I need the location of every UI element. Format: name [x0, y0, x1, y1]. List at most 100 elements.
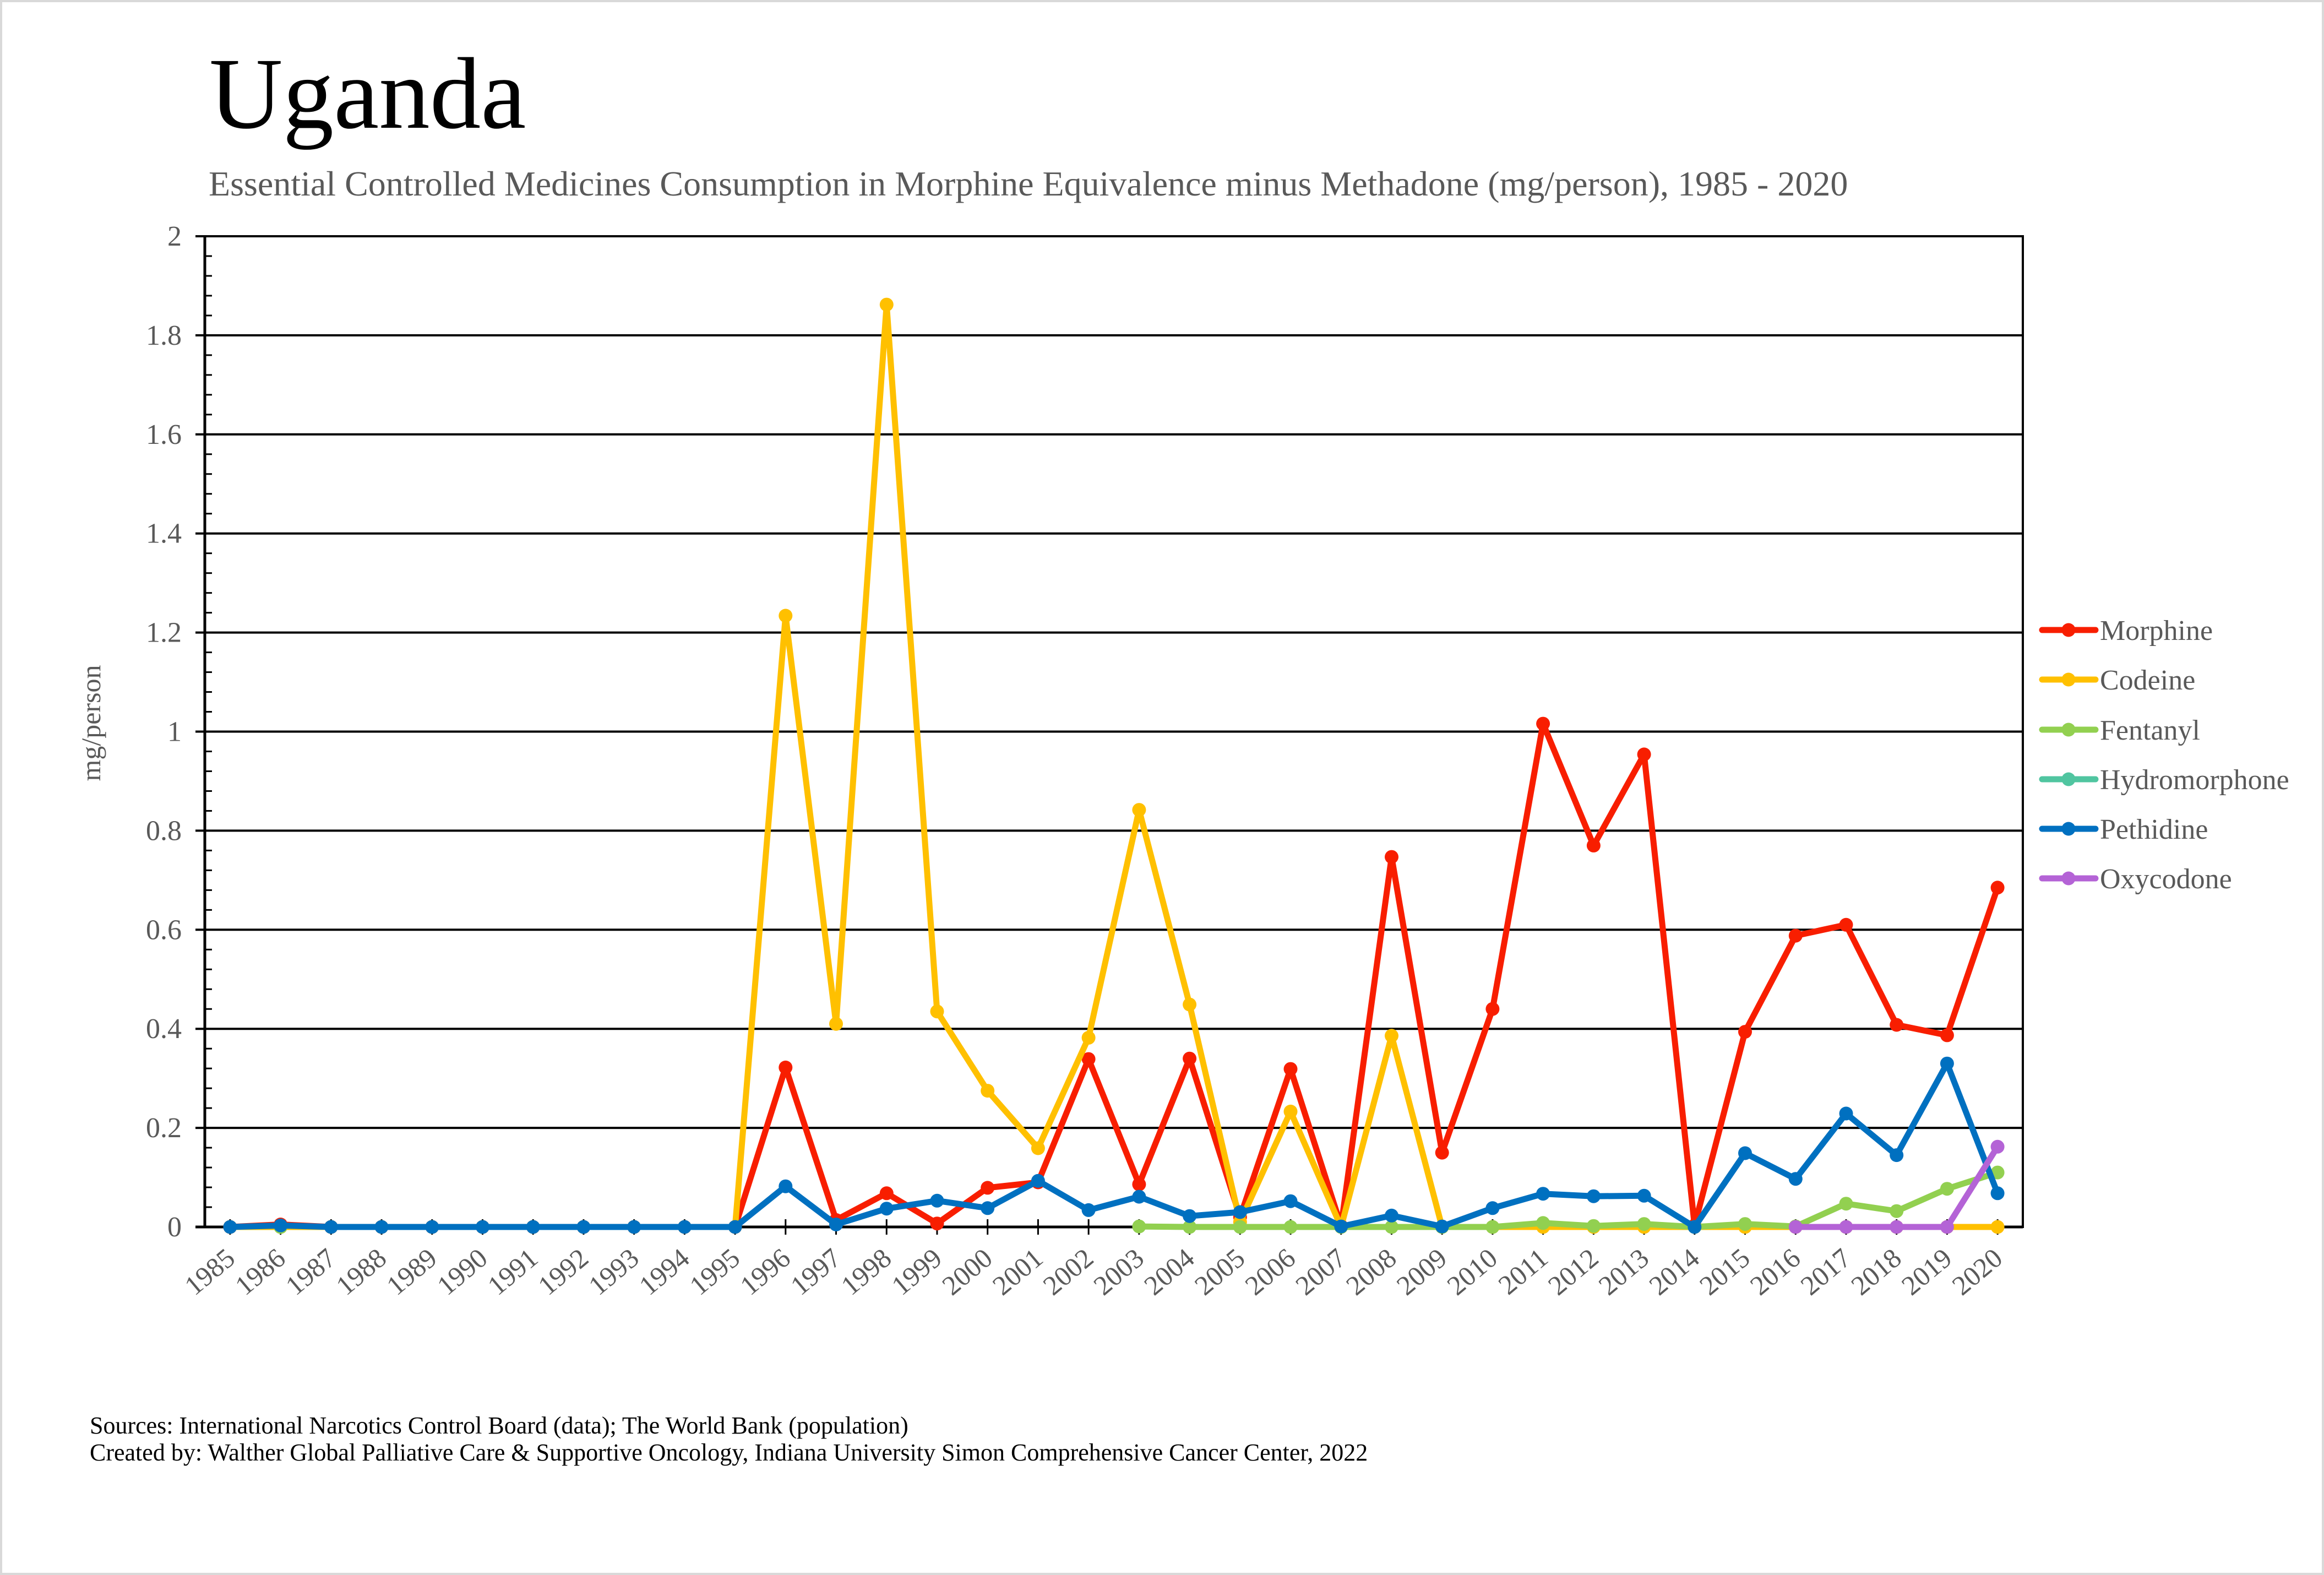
data-point-morphine-2002: [1081, 1052, 1096, 1066]
data-point-pethidine-2013: [1637, 1188, 1651, 1203]
x-tick-label: 1995: [684, 1242, 746, 1301]
y-tick-label: 1.2: [146, 617, 182, 649]
data-point-morphine-2018: [1890, 1018, 1904, 1032]
data-point-morphine-2011: [1536, 716, 1550, 731]
y-tick-label: 0.2: [146, 1112, 182, 1144]
y-tick-label: 0.4: [146, 1013, 182, 1045]
x-tick-label: 1997: [785, 1242, 847, 1301]
data-point-pethidine-1996: [779, 1179, 793, 1193]
axes: [195, 235, 2024, 1235]
data-point-codeine-2003: [1132, 803, 1146, 817]
x-tick-label: 2007: [1289, 1242, 1352, 1301]
series-line-pethidine: [227, 1060, 2001, 1230]
x-tick-label: 2001: [987, 1242, 1049, 1301]
legend-marker-dot: [2061, 723, 2076, 737]
x-tick-label: 2011: [1493, 1242, 1554, 1301]
x-tick-label: 1994: [633, 1242, 695, 1301]
y-tick-label: 1.4: [146, 518, 182, 550]
y-tick-label: 1: [167, 716, 182, 748]
x-tick-label: 2017: [1794, 1242, 1857, 1301]
x-tick-label: 2012: [1542, 1242, 1604, 1301]
x-tick-label: 1988: [330, 1242, 392, 1301]
data-point-pethidine-1993: [627, 1220, 641, 1234]
data-point-codeine-1999: [930, 1004, 944, 1019]
data-point-pethidine-2008: [1385, 1208, 1398, 1223]
data-point-morphine-2000: [981, 1181, 995, 1195]
series-fentanyl: [274, 1165, 2005, 1234]
data-point-oxycodone-2016: [1788, 1220, 1803, 1234]
data-point-pethidine-1987: [324, 1220, 338, 1234]
data-point-morphine-2006: [1283, 1062, 1298, 1076]
x-tick-label: 1998: [835, 1242, 897, 1301]
x-tick-label: 2005: [1189, 1242, 1251, 1301]
legend-item-codeine: Codeine: [2039, 665, 2195, 696]
data-point-morphine-1998: [879, 1186, 894, 1201]
x-tick-label: 2018: [1845, 1242, 1907, 1301]
data-point-pethidine-1986: [274, 1218, 288, 1232]
data-point-pethidine-2020: [1990, 1186, 2005, 1201]
legend-label-fentanyl: Fentanyl: [2100, 715, 2200, 746]
chart-subtitle: Essential Controlled Medicines Consumpti…: [209, 164, 1848, 203]
x-tick-label: 1986: [229, 1242, 291, 1301]
series-lines: [223, 297, 2005, 1234]
data-point-morphine-2009: [1435, 1145, 1449, 1160]
data-point-pethidine-2004: [1183, 1209, 1197, 1223]
x-tick-label: 2013: [1593, 1242, 1655, 1301]
data-point-fentanyl-2017: [1839, 1197, 1853, 1211]
data-point-pethidine-2000: [981, 1201, 995, 1215]
legend-item-oxycodone: Oxycodone: [2039, 863, 2232, 895]
gridlines: [195, 235, 2023, 1129]
x-tick-label: 1993: [583, 1242, 645, 1301]
data-point-pethidine-1990: [476, 1220, 489, 1234]
data-point-fentanyl-2011: [1536, 1216, 1550, 1230]
data-point-pethidine-2011: [1536, 1187, 1550, 1201]
legend-label-hydromorphone: Hydromorphone: [2100, 764, 2289, 796]
legend-item-pethidine: Pethidine: [2039, 814, 2208, 845]
data-point-pethidine-1995: [728, 1220, 742, 1234]
x-tick-label: 2009: [1391, 1242, 1453, 1301]
x-tick-label: 2015: [1694, 1242, 1756, 1301]
y-axis-title: mg/person: [75, 665, 106, 781]
x-tick-label: 2014: [1643, 1242, 1705, 1301]
legend-label-oxycodone: Oxycodone: [2100, 863, 2232, 895]
series-codeine: [223, 297, 2005, 1234]
data-point-oxycodone-2017: [1839, 1220, 1853, 1234]
data-point-fentanyl-2019: [1940, 1182, 1954, 1196]
legend-label-codeine: Codeine: [2100, 665, 2195, 696]
sources-note: Sources: International Narcotics Control…: [90, 1412, 908, 1439]
data-point-morphine-2004: [1183, 1051, 1197, 1066]
data-point-fentanyl-2012: [1586, 1219, 1601, 1233]
data-point-pethidine-2001: [1031, 1174, 1045, 1188]
data-point-codeine-2001: [1031, 1141, 1045, 1155]
data-point-pethidine-2012: [1586, 1189, 1601, 1203]
x-tick-label: 1999: [885, 1242, 948, 1301]
x-tick-label: 1989: [380, 1242, 443, 1301]
data-point-fentanyl-2008: [1385, 1220, 1398, 1234]
data-point-fentanyl-2010: [1485, 1220, 1500, 1234]
data-point-morphine-2012: [1586, 838, 1601, 852]
x-tick-labels: 1985198619871988198919901991199219931994…: [178, 1242, 2008, 1301]
series-morphine: [223, 716, 2005, 1234]
legend-marker-dot: [2061, 871, 2076, 886]
data-point-oxycodone-2019: [1940, 1220, 1954, 1234]
data-point-fentanyl-2003: [1132, 1219, 1146, 1234]
legend-marker-dot: [2061, 772, 2076, 786]
data-point-oxycodone-2018: [1890, 1220, 1904, 1234]
data-point-pethidine-2009: [1435, 1219, 1449, 1234]
created-by-note: Created by: Walther Global Palliative Ca…: [90, 1439, 1368, 1466]
data-point-fentanyl-2015: [1738, 1217, 1752, 1231]
x-tick-label: 1985: [178, 1242, 241, 1301]
x-tick-label: 2002: [1037, 1242, 1100, 1301]
data-point-pethidine-1988: [374, 1220, 389, 1234]
chart-title: Uganda: [209, 37, 526, 150]
x-tick-label: 1992: [532, 1242, 594, 1301]
data-point-pethidine-2002: [1081, 1203, 1096, 1217]
data-point-pethidine-1985: [223, 1220, 237, 1234]
data-point-pethidine-2017: [1839, 1106, 1853, 1121]
x-tick-label: 2016: [1744, 1242, 1806, 1301]
data-point-fentanyl-2020: [1990, 1165, 2005, 1180]
x-tick-label: 2000: [936, 1242, 998, 1301]
data-point-codeine-2008: [1385, 1029, 1398, 1043]
